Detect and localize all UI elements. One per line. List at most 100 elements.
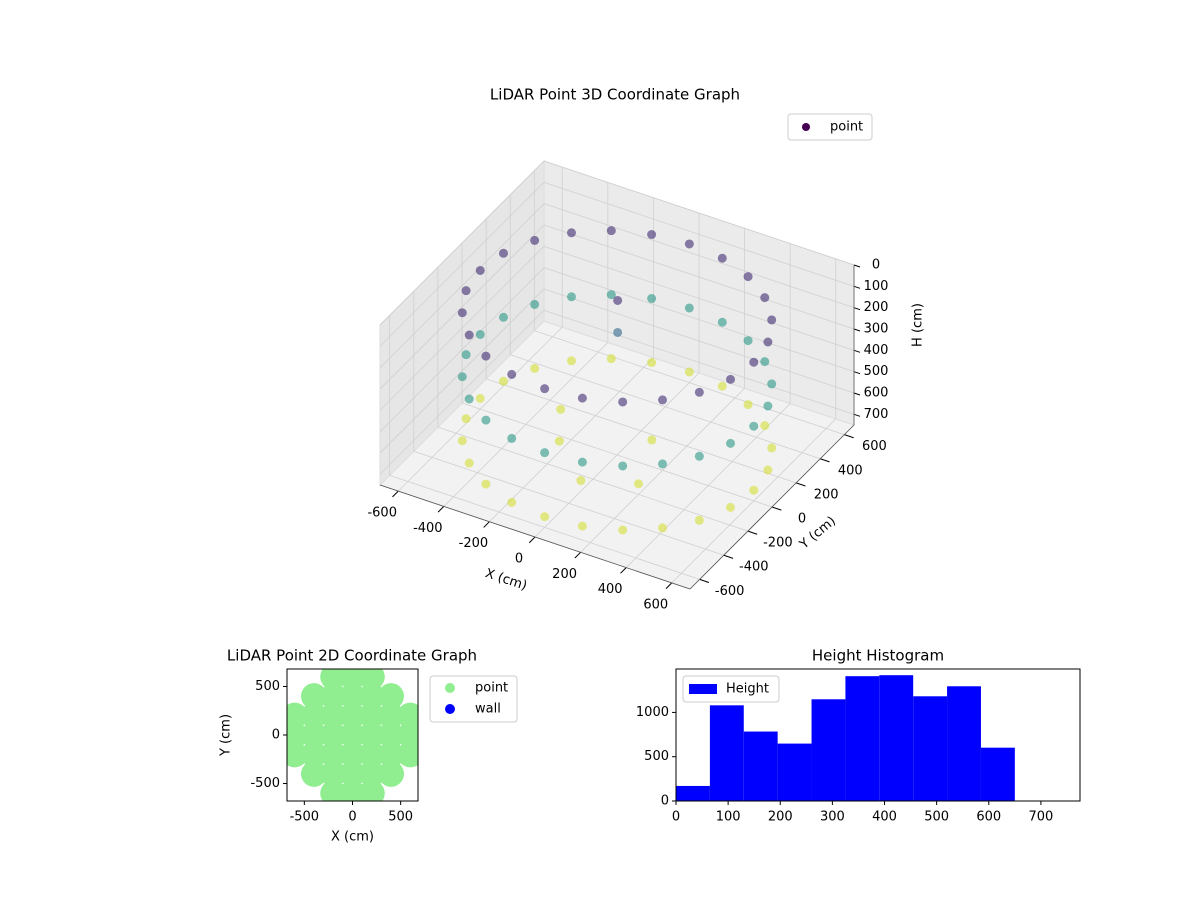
z-tick [853, 285, 861, 289]
point [320, 780, 347, 801]
y-tick-label: 0 [272, 728, 280, 743]
x-tick-label: 400 [598, 582, 623, 597]
point [760, 421, 770, 431]
point [717, 253, 727, 263]
legend-marker [689, 684, 717, 694]
y-tick [747, 530, 758, 535]
grid-line [543, 267, 855, 373]
point [743, 400, 753, 410]
point [749, 485, 759, 495]
point [540, 512, 550, 522]
z-tick-label: 400 [864, 343, 889, 358]
point [767, 443, 777, 453]
point [475, 329, 485, 339]
point [464, 330, 474, 340]
point [606, 354, 616, 364]
point [658, 395, 668, 405]
point [743, 336, 753, 346]
x-tick [620, 567, 627, 574]
y-tick-label: 0 [661, 794, 669, 809]
point [397, 722, 418, 748]
z-tick [853, 264, 861, 268]
grid-line [379, 267, 545, 432]
legend-label: wall [475, 702, 501, 717]
grid-line [379, 246, 545, 411]
y-axis-label: Y (cm) [219, 714, 234, 757]
z-tick-label: 0 [872, 258, 880, 273]
grid-line [543, 160, 855, 266]
grid-line [389, 474, 700, 580]
legend-label: Height [726, 682, 769, 697]
point [397, 702, 418, 729]
point [287, 722, 308, 748]
y-tick [699, 578, 710, 583]
point [726, 502, 736, 512]
axes-frame [675, 668, 1081, 802]
x-tick-label: 600 [976, 810, 1001, 825]
plot-area [287, 669, 418, 801]
bar [676, 785, 710, 801]
point [358, 669, 385, 690]
x-tick-label: 500 [924, 810, 949, 825]
point [378, 683, 405, 710]
point [530, 299, 540, 309]
point [358, 722, 385, 748]
x-tick [574, 551, 581, 559]
y-axis-line [689, 424, 855, 590]
legend-marker [445, 704, 455, 714]
point [464, 394, 474, 404]
grid-line [379, 182, 545, 347]
x-tick-label: 0 [672, 810, 680, 825]
point [339, 669, 366, 690]
point [566, 228, 576, 238]
point [320, 722, 347, 748]
x-tick [483, 521, 490, 528]
point [339, 722, 366, 748]
y-tick-label: 1000 [636, 705, 669, 720]
y-tick-label: 500 [644, 749, 669, 764]
point [481, 415, 491, 425]
point [481, 351, 491, 361]
point [287, 702, 308, 729]
x-tick-label: -400 [413, 521, 443, 536]
point [507, 433, 517, 443]
x-tick-label: 600 [643, 597, 668, 612]
point [684, 367, 694, 377]
z-tick [853, 371, 861, 375]
x-tick-label: -200 [459, 536, 489, 551]
point [498, 376, 508, 386]
bar [743, 731, 778, 801]
x-tick-label: 200 [552, 567, 577, 582]
point [530, 235, 540, 245]
bar [913, 696, 948, 801]
point [320, 669, 347, 690]
point [464, 458, 474, 468]
z-tick [853, 349, 861, 353]
point [618, 525, 628, 535]
point [300, 741, 327, 768]
legend-label: point [830, 120, 863, 135]
point [498, 312, 508, 322]
x-tick [665, 582, 673, 589]
point [767, 379, 777, 389]
point [760, 357, 770, 367]
x-axis-label: X (cm) [331, 830, 374, 845]
point [300, 683, 327, 710]
point [606, 290, 616, 300]
point [618, 461, 628, 471]
point [633, 479, 643, 489]
grid-line [437, 426, 749, 532]
y-tick-label: -400 [739, 560, 769, 575]
bar [947, 686, 981, 801]
point [717, 317, 727, 327]
point [339, 683, 366, 710]
bar [777, 743, 812, 801]
y-tick-label: -200 [763, 536, 793, 551]
grid-line [379, 160, 545, 326]
point [300, 722, 327, 748]
chart-title: Height Histogram [812, 647, 944, 665]
point [378, 722, 405, 748]
x-tick [437, 506, 445, 513]
x-tick-label: 300 [820, 810, 845, 825]
